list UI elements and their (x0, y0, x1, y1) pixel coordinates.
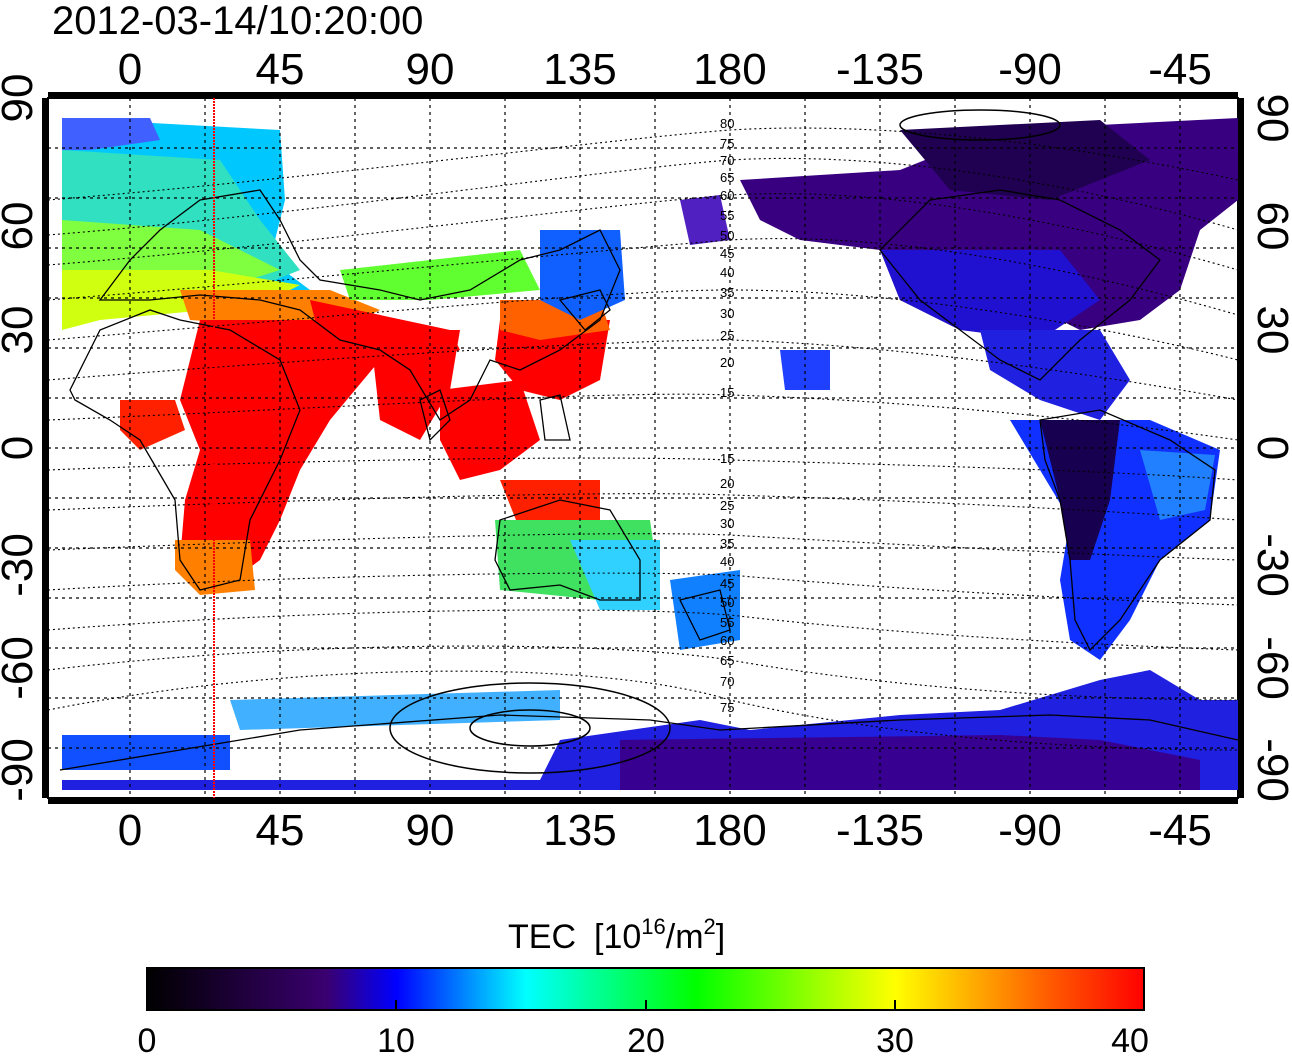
bottom-lon-label: -135 (836, 806, 924, 855)
colorbar-tick-marks (395, 1000, 896, 1010)
bottom-lon-label: -45 (1148, 806, 1212, 855)
right-lat-label: 90 (1248, 94, 1292, 143)
magnetic-latitude-label: 60 (720, 188, 734, 203)
top-longitude-ticks: 0 45 90 135 180 -135 -90 -45 (118, 45, 1212, 94)
magnetic-latitude-label: 70 (720, 153, 734, 168)
magnetic-latitude-label: 25 (720, 498, 734, 513)
magnetic-latitude-label: 35 (720, 285, 734, 300)
magnetic-latitude-label: 40 (720, 265, 734, 280)
top-lon-label: 45 (256, 45, 305, 94)
colorbar-tick-label: 30 (876, 1022, 914, 1057)
top-lon-label: 135 (543, 45, 616, 94)
top-lon-label: 180 (693, 45, 766, 94)
bottom-lon-label: 90 (406, 806, 455, 855)
colorbar-tick-label: 40 (1111, 1022, 1149, 1057)
left-lat-label: -90 (0, 738, 42, 802)
right-lat-label: -30 (1248, 533, 1292, 597)
magnetic-latitude-label: 80 (720, 116, 734, 131)
magnetic-pole-contours (389, 109, 1061, 774)
right-latitude-ticks: 90 60 30 0 -30 -60 -90 (1248, 94, 1292, 802)
magnetic-latitude-label: 30 (720, 516, 734, 531)
magnetic-latitude-label: 60 (720, 633, 734, 648)
colorbar-tick-label: 0 (138, 1022, 157, 1057)
bottom-longitude-ticks: 0 45 90 135 180 -135 -90 -45 (118, 806, 1212, 855)
bottom-lon-label: 0 (118, 806, 142, 855)
left-lat-label: -60 (0, 636, 42, 700)
tec-data-layer (62, 118, 1238, 790)
colorbar-tick-label: 10 (377, 1022, 415, 1057)
magnetic-latitude-label: 35 (720, 536, 734, 551)
magnetic-latitude-label: 45 (720, 246, 734, 261)
colorbar-ticks: 0 10 20 30 40 (138, 1022, 1149, 1057)
magnetic-latitude-label: 50 (720, 228, 734, 243)
colorbar-tick-label: 20 (627, 1022, 665, 1057)
magnetic-latitude-label: 55 (720, 208, 734, 223)
magnetic-latitude-label: 30 (720, 306, 734, 321)
left-lat-label: 30 (0, 306, 42, 355)
right-lat-label: 60 (1248, 202, 1292, 251)
bottom-lon-label: 135 (543, 806, 616, 855)
colorbar-title: TEC [1016/m2] (508, 914, 725, 956)
top-lon-label: 90 (406, 45, 455, 94)
magnetic-latitude-label: 15 (720, 385, 734, 400)
left-lat-label: 90 (0, 74, 42, 123)
magnetic-latitude-label: 40 (720, 554, 734, 569)
bottom-lon-label: 180 (693, 806, 766, 855)
top-lon-label: -90 (998, 45, 1062, 94)
right-lat-label: 30 (1248, 306, 1292, 355)
magnetic-latitude-label: 65 (720, 170, 734, 185)
magnetic-latitude-label: 65 (720, 653, 734, 668)
magnetic-latitude-labels: 80 75 70 65 60 55 50 45 40 35 30 25 20 15 15 20 25 30 35 40… (720, 116, 734, 715)
right-lat-label: -60 (1248, 636, 1292, 700)
lat-lon-grid (48, 98, 1238, 798)
map-title: 2012-03-14/10:20:00 (52, 0, 423, 43)
magnetic-latitude-label: 50 (720, 595, 734, 610)
magnetic-latitude-label: 55 (720, 615, 734, 630)
top-lon-label: -45 (1148, 45, 1212, 94)
left-lat-label: -30 (0, 533, 42, 597)
left-latitude-ticks: 90 60 30 0 -30 -60 -90 (0, 74, 42, 802)
bottom-lon-label: 45 (256, 806, 305, 855)
top-lon-label: -135 (836, 45, 924, 94)
magnetic-latitude-label: 20 (720, 355, 734, 370)
magnetic-latitude-label: 20 (720, 476, 734, 491)
magnetic-latitude-label: 75 (720, 700, 734, 715)
magnetic-latitude-label: 70 (720, 674, 734, 689)
right-lat-label: 0 (1248, 436, 1292, 460)
magnetic-latitude-label: 25 (720, 328, 734, 343)
left-lat-label: 0 (0, 436, 42, 460)
magnetic-latitude-label: 15 (720, 451, 734, 466)
coastlines (59, 189, 1238, 771)
bottom-lon-label: -90 (998, 806, 1062, 855)
magnetic-latitude-label: 75 (720, 136, 734, 151)
top-lon-label: 0 (118, 45, 142, 94)
right-lat-label: -90 (1248, 738, 1292, 802)
left-lat-label: 60 (0, 202, 42, 251)
magnetic-latitude-label: 45 (720, 576, 734, 591)
